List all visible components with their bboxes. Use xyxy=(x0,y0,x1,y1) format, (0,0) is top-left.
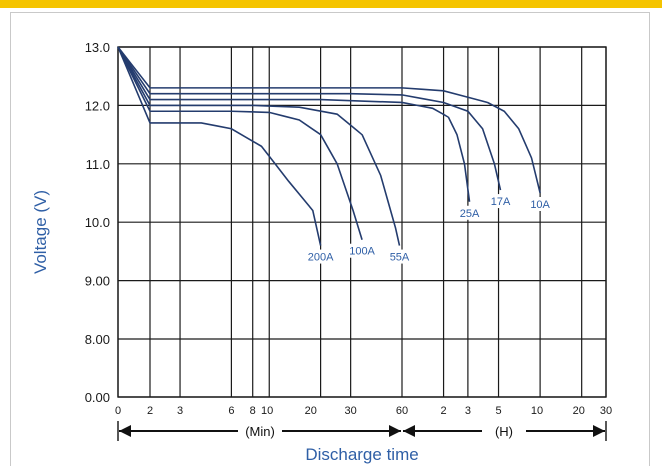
series-labels: 200A 100A 55A 25A 17A 10A xyxy=(304,194,557,264)
y-tick-label: 13.0 xyxy=(85,40,110,55)
x-tick-label: 20 xyxy=(573,405,585,417)
time-range-arrows: (Min) (H) xyxy=(117,421,607,441)
range-minutes-arrow-left xyxy=(119,425,131,437)
series-label-bg xyxy=(346,243,379,258)
x-tick-label: 3 xyxy=(465,405,471,417)
series-line-10a xyxy=(117,46,541,194)
range-minutes-label-bg xyxy=(238,422,282,440)
series-label-17a: 17A xyxy=(491,196,511,208)
y-tick-label: 9.00 xyxy=(85,274,110,289)
y-tick-label: 11.0 xyxy=(86,157,110,172)
accent-bar xyxy=(0,0,662,8)
series-line-100a xyxy=(117,46,363,240)
x-tick-label: 5 xyxy=(495,405,501,417)
range-hours-arrow-left xyxy=(403,425,415,437)
x-tick-label: 10 xyxy=(531,405,543,417)
range-minutes-label: (Min) xyxy=(245,424,275,439)
y-tick-label: 12.0 xyxy=(85,98,110,113)
x-tick-label: 30 xyxy=(600,405,612,417)
x-tick-label: 2 xyxy=(147,405,153,417)
x-tick-label: 6 xyxy=(228,405,234,417)
x-tick-label: 60 xyxy=(396,405,408,417)
x-tick-label: 2 xyxy=(441,405,447,417)
x-axis-label: Discharge time xyxy=(305,445,418,464)
series-label-bg xyxy=(484,194,517,209)
series-line-17a xyxy=(117,46,502,191)
range-minutes-arrow-right xyxy=(389,425,401,437)
series-label-bg xyxy=(383,249,416,264)
chart-frame xyxy=(10,12,650,466)
series-label-25a: 25A xyxy=(460,208,480,220)
series-line-200a xyxy=(117,46,322,246)
series-label-100a: 100A xyxy=(349,246,375,258)
series-layer xyxy=(117,46,541,246)
series-line-25a xyxy=(117,46,471,202)
range-hours-label-bg xyxy=(482,422,526,440)
range-hours-label: (H) xyxy=(495,424,513,439)
x-tick-label: 0 xyxy=(115,405,121,417)
series-label-200a: 200A xyxy=(308,252,334,264)
x-tick-label: 8 xyxy=(250,405,256,417)
y-tick-label: 10.0 xyxy=(85,215,110,230)
y-tick-label: 0.00 xyxy=(85,390,110,405)
series-label-10a: 10A xyxy=(530,199,550,211)
series-label-bg xyxy=(524,197,557,211)
x-tick-label: 10 xyxy=(261,405,273,417)
series-label-55a: 55A xyxy=(390,252,410,264)
range-hours-arrow-right xyxy=(593,425,605,437)
series-label-bg xyxy=(304,249,337,264)
tick-labels: 0.00 8.00 9.00 10.0 11.0 12.0 13.0 0 2 3 6 8 10 20 30 6… xyxy=(85,40,612,417)
series-line-55a xyxy=(117,46,401,246)
y-tick-label: 8.00 xyxy=(85,332,110,347)
x-tick-label: 30 xyxy=(345,405,357,417)
x-tick-label: 20 xyxy=(305,405,317,417)
series-label-bg xyxy=(453,205,486,220)
y-axis-label: Voltage (V) xyxy=(31,190,50,274)
x-tick-label: 3 xyxy=(177,405,183,417)
